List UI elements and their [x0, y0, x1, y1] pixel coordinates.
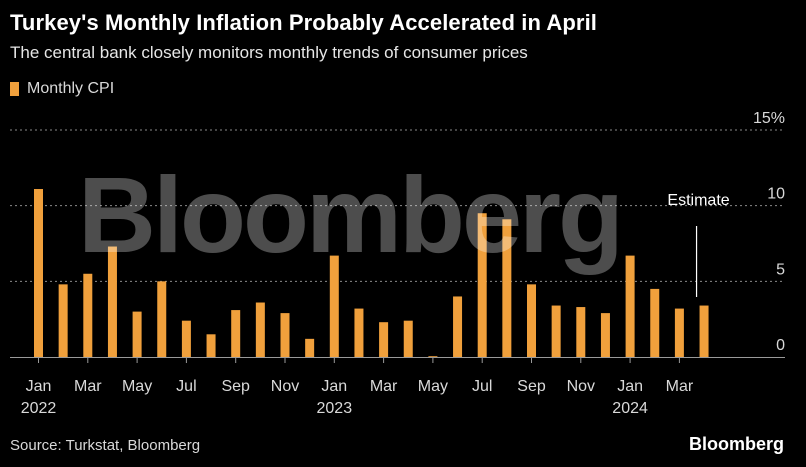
bar [699, 305, 709, 357]
y-tick-label: 0 [776, 337, 785, 354]
x-tick-label: Mar [74, 378, 102, 395]
y-tick-label: 5 [776, 261, 785, 278]
bar [453, 296, 463, 357]
bar [255, 302, 265, 357]
x-tick-label: Sep [517, 378, 546, 395]
x-tick-label: Jan [321, 378, 347, 395]
bar [280, 313, 290, 357]
bar [83, 273, 93, 357]
gridlines [10, 129, 785, 282]
x-tick-label: May [122, 378, 152, 395]
bar [329, 255, 339, 357]
chart-title: Turkey's Monthly Inflation Probably Acce… [10, 10, 598, 35]
x-tick-label: Jan [617, 378, 643, 395]
bar [502, 219, 512, 357]
x-tick-label: Nov [567, 378, 595, 395]
legend: Monthly CPI [10, 80, 114, 98]
bar [674, 308, 684, 357]
bar [206, 334, 216, 357]
bar [157, 281, 167, 357]
chart-subtitle: The central bank closely monitors monthl… [10, 43, 528, 62]
bar [650, 288, 660, 357]
bar [181, 320, 191, 357]
legend-swatch [10, 82, 19, 96]
bar [600, 313, 610, 357]
estimate-label: Estimate [667, 192, 729, 209]
bar [403, 320, 413, 357]
x-tick-label: Mar [370, 378, 398, 395]
bar [379, 322, 389, 357]
bar [107, 246, 117, 357]
annotations: Estimate [667, 192, 730, 297]
x-year-label: 2024 [612, 400, 648, 417]
bar [625, 255, 635, 357]
bar [527, 284, 536, 357]
bar [551, 305, 561, 357]
bar [305, 338, 315, 357]
bar [576, 307, 586, 357]
x-tick-label: Sep [221, 378, 250, 395]
bar [34, 189, 43, 357]
bar [477, 213, 487, 357]
bar [132, 311, 142, 357]
y-tick-label: 15% [753, 110, 785, 127]
axes: 0 5 10 15% Jan 2022 Mar May Jul Sep Nov Jan 2023 Mar M… [10, 110, 785, 417]
bloomberg-logo: Bloomberg [688, 434, 784, 454]
x-year-label: 2022 [21, 400, 57, 417]
legend-label: Monthly CPI [27, 80, 115, 97]
bar [231, 310, 241, 357]
x-tick-label: Jul [472, 378, 492, 395]
x-tick-label: Mar [666, 378, 694, 395]
x-tick-label: May [418, 378, 448, 395]
y-tick-label: 10 [767, 186, 785, 203]
source-note: Source: Turkstat, Bloomberg [10, 437, 201, 454]
bar [354, 308, 364, 357]
x-tick-label: Nov [271, 378, 299, 395]
bar [58, 284, 68, 357]
x-tick-label: Jan [26, 378, 52, 395]
bar [428, 356, 438, 357]
x-tick-label: Jul [176, 378, 196, 395]
bars [34, 189, 709, 357]
x-year-label: 2023 [317, 400, 353, 417]
